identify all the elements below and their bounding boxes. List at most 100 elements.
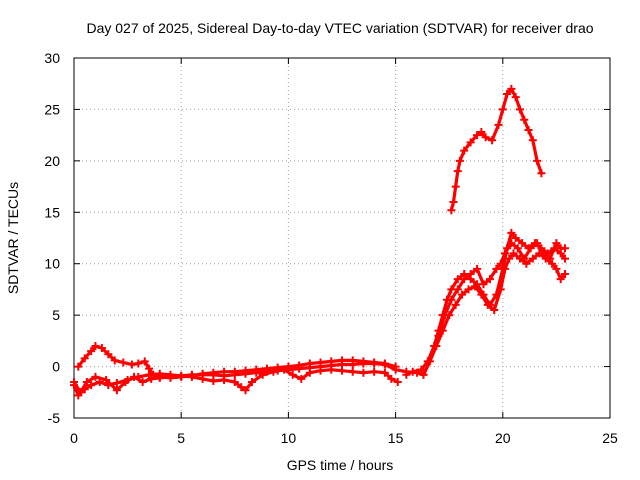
data-point xyxy=(149,370,158,379)
data-point xyxy=(241,386,250,395)
data-point xyxy=(95,378,104,386)
series-trace-b xyxy=(70,365,402,400)
data-point xyxy=(359,368,368,377)
data-point xyxy=(500,264,509,273)
data-point xyxy=(380,359,389,368)
data-point xyxy=(511,93,520,102)
y-tick-label: 20 xyxy=(44,153,60,169)
data-point xyxy=(338,356,346,365)
data-point xyxy=(252,365,261,374)
data-point xyxy=(485,275,494,284)
data-point xyxy=(230,367,239,376)
data-point xyxy=(464,285,473,294)
data-point xyxy=(102,375,111,384)
data-point xyxy=(440,311,449,320)
data-point xyxy=(104,350,113,359)
data-point xyxy=(297,374,306,383)
series-line xyxy=(449,87,543,212)
data-point xyxy=(434,331,443,340)
data-point xyxy=(134,372,143,381)
data-point xyxy=(500,249,509,258)
data-point xyxy=(520,115,529,124)
data-point xyxy=(220,367,229,376)
data-point xyxy=(507,228,516,237)
data-point xyxy=(447,206,456,215)
data-point xyxy=(220,375,229,384)
data-point xyxy=(417,365,426,374)
data-point xyxy=(123,375,132,384)
x-tick-label: 25 xyxy=(602,430,618,446)
data-point xyxy=(284,362,293,371)
data-point xyxy=(556,275,565,284)
data-point xyxy=(560,270,569,278)
data-point xyxy=(460,275,469,284)
data-point xyxy=(97,344,106,353)
data-point xyxy=(453,285,462,294)
data-point xyxy=(513,244,522,253)
data-point xyxy=(505,254,514,263)
data-point xyxy=(380,368,389,377)
data-point xyxy=(74,391,83,400)
data-point xyxy=(262,364,271,373)
data-point xyxy=(496,285,505,294)
data-point xyxy=(466,270,475,278)
data-point xyxy=(515,105,524,114)
data-point xyxy=(177,372,186,381)
data-point xyxy=(528,136,537,145)
data-point xyxy=(509,249,518,258)
data-point xyxy=(258,370,267,379)
data-point xyxy=(74,362,83,371)
data-point xyxy=(138,378,147,386)
data-point xyxy=(338,366,346,375)
data-point xyxy=(507,239,516,248)
data-point xyxy=(198,369,207,378)
data-point xyxy=(147,374,156,383)
data-point xyxy=(473,131,482,140)
data-point xyxy=(466,138,475,147)
y-tick-label: 5 xyxy=(52,307,60,323)
data-point xyxy=(528,254,537,263)
data-point xyxy=(537,169,546,178)
data-point xyxy=(470,282,479,291)
data-point xyxy=(391,362,400,371)
data-point xyxy=(305,359,314,368)
data-point xyxy=(520,254,529,263)
series-trace-f xyxy=(434,239,569,340)
y-tick-label: 25 xyxy=(44,101,60,117)
data-point xyxy=(447,295,456,304)
series-trace-c xyxy=(74,342,400,382)
data-point xyxy=(104,381,113,390)
data-point xyxy=(80,385,89,394)
data-point xyxy=(453,167,462,176)
data-point xyxy=(488,136,497,145)
data-point xyxy=(387,374,396,383)
data-point xyxy=(134,359,143,368)
data-point xyxy=(209,376,218,385)
data-point xyxy=(127,360,136,369)
data-point xyxy=(112,386,121,395)
data-point xyxy=(552,264,561,273)
data-point xyxy=(494,120,503,129)
series-trace-g xyxy=(447,84,546,215)
data-point xyxy=(237,383,246,392)
data-point xyxy=(560,254,569,263)
data-point xyxy=(511,234,520,242)
data-point xyxy=(490,306,499,314)
data-point xyxy=(402,370,411,379)
data-point xyxy=(370,367,379,376)
data-point xyxy=(91,372,100,381)
x-tick-label: 0 xyxy=(70,430,78,446)
data-point xyxy=(449,198,458,206)
data-point xyxy=(455,156,464,165)
data-point xyxy=(370,358,379,367)
plot-frame xyxy=(73,57,611,419)
data-point xyxy=(507,84,516,93)
data-point xyxy=(552,239,561,248)
data-point xyxy=(359,357,368,366)
data-point xyxy=(348,367,357,376)
data-point xyxy=(273,363,282,372)
data-point xyxy=(477,128,486,137)
data-point xyxy=(80,354,89,363)
data-point xyxy=(477,290,486,299)
